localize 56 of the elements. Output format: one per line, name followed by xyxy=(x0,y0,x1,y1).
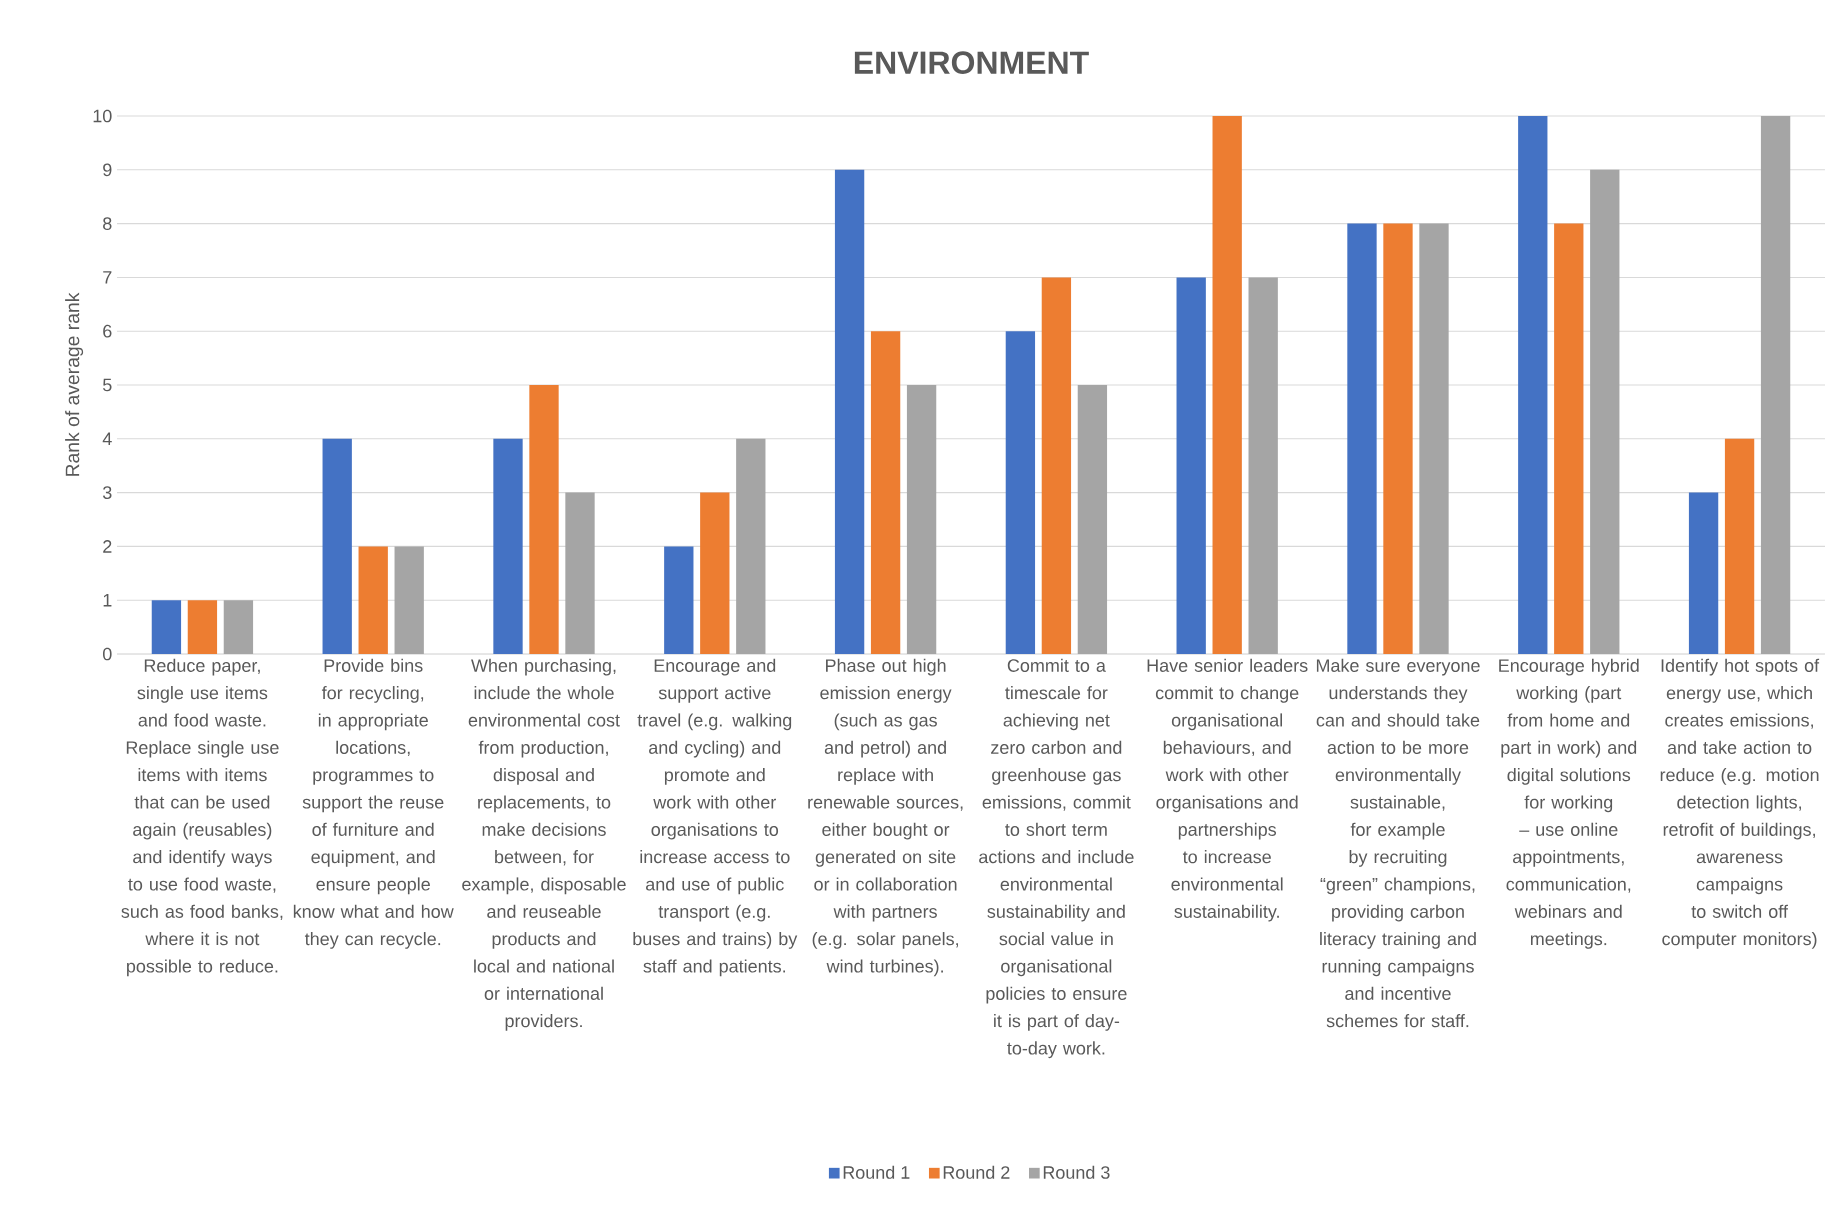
bar xyxy=(1212,116,1242,655)
bar xyxy=(322,438,352,655)
bar xyxy=(1383,223,1413,655)
category-label: Have senior leaders commit to change organisational behaviours, and work with other organisations and partnerships to increase environmental sustainability. xyxy=(1147,658,1308,922)
bar xyxy=(223,600,254,655)
legend-label: Round 1 xyxy=(843,1165,910,1179)
bar xyxy=(358,546,388,655)
category-label: Reduce paper, single use items and food waste. Replace single use items with items that can be used again (reusables) and identify ways to use food waste, such as food banks, where it is not possible to reduce. xyxy=(121,658,283,977)
bar xyxy=(565,492,595,655)
y-tick-label: 8 xyxy=(103,217,112,230)
bar xyxy=(493,438,523,655)
chart-title: ENVIRONMENT xyxy=(854,51,1089,74)
bar xyxy=(1688,492,1719,655)
bar xyxy=(1077,385,1108,655)
category-label: When purchasing, include the whole environmental cost from production, disposal and replacements, to make decisions between, for example, disposable and reuseable products and local and national or international providers. xyxy=(462,658,626,1031)
bar xyxy=(1347,223,1377,655)
legend-label: Round 3 xyxy=(1043,1165,1110,1179)
y-tick-label: 2 xyxy=(103,540,112,553)
category-label: Phase out high emission energy (such as gas and petrol) and replace with renewable sources, either bought or generated on site or in collaboration with partners (e.g. solar panels, wind turbines). xyxy=(808,658,963,977)
bar xyxy=(529,385,559,655)
bar xyxy=(700,492,730,655)
bar xyxy=(664,546,694,655)
legend-label: Round 2 xyxy=(943,1165,1010,1179)
bar xyxy=(870,331,901,655)
y-axis-title: Rank of average rank xyxy=(65,292,84,476)
bar xyxy=(1005,331,1036,655)
bar xyxy=(1248,277,1278,655)
y-tick-label: 5 xyxy=(103,378,112,392)
bar xyxy=(834,169,865,655)
bar xyxy=(736,438,766,655)
category-label: Encourage and support active travel (e.g. walking and cycling) and promote and work with other organisations to increase access to and use of public transport (e.g. buses and trains) by staff and patients. xyxy=(633,658,798,977)
category-label: Make sure everyone understands they can and should take action to be more environmentally sustainable, for example by recruiting “green” champions, providing carbon literacy training and running campaigns and incentive schemes for staff. xyxy=(1316,658,1480,1028)
bar xyxy=(1419,223,1449,655)
bar xyxy=(394,546,424,655)
category-label: Provide bins for recycling, in appropriate locations, programmes to support the reuse of furniture and equipment, and ensure people know what and how they can recycle. xyxy=(293,658,454,949)
bar xyxy=(1041,277,1072,655)
bar xyxy=(151,600,182,655)
category-label: Encourage hybrid working (part from home and part in work) and digital solutions for working – use online appointments, communication, webinars and meetings. xyxy=(1499,658,1639,949)
bar xyxy=(1724,438,1755,655)
y-tick-label: 1 xyxy=(103,594,112,607)
bar xyxy=(1760,116,1791,655)
y-tick-label: 4 xyxy=(102,432,112,445)
y-tick-label: 7 xyxy=(103,271,112,284)
y-tick-label: 3 xyxy=(102,486,112,499)
bar xyxy=(187,600,218,655)
category-label: Identify hot spots of energy use, which creates emissions, and take action to reduce (e.g. motion detection lights, retrofit of buildings, awareness campaigns to switch off computer monitors) xyxy=(1660,658,1820,949)
bar xyxy=(1518,116,1548,655)
bar xyxy=(1176,277,1206,655)
y-tick-label: 9 xyxy=(103,163,112,177)
y-tick-label: 10 xyxy=(93,109,112,123)
bar xyxy=(1554,223,1584,655)
y-tick-label: 6 xyxy=(103,324,112,338)
y-tick-label: 0 xyxy=(103,647,112,661)
bar xyxy=(1590,169,1620,655)
bar xyxy=(906,385,937,655)
category-label: Commit to a timescale for achieving net zero carbon and greenhouse gas emissions, commit to short term actions and include environmental sustainability and social value in organisational policies to ensure it is part of day-to-day work. xyxy=(979,658,1134,1059)
